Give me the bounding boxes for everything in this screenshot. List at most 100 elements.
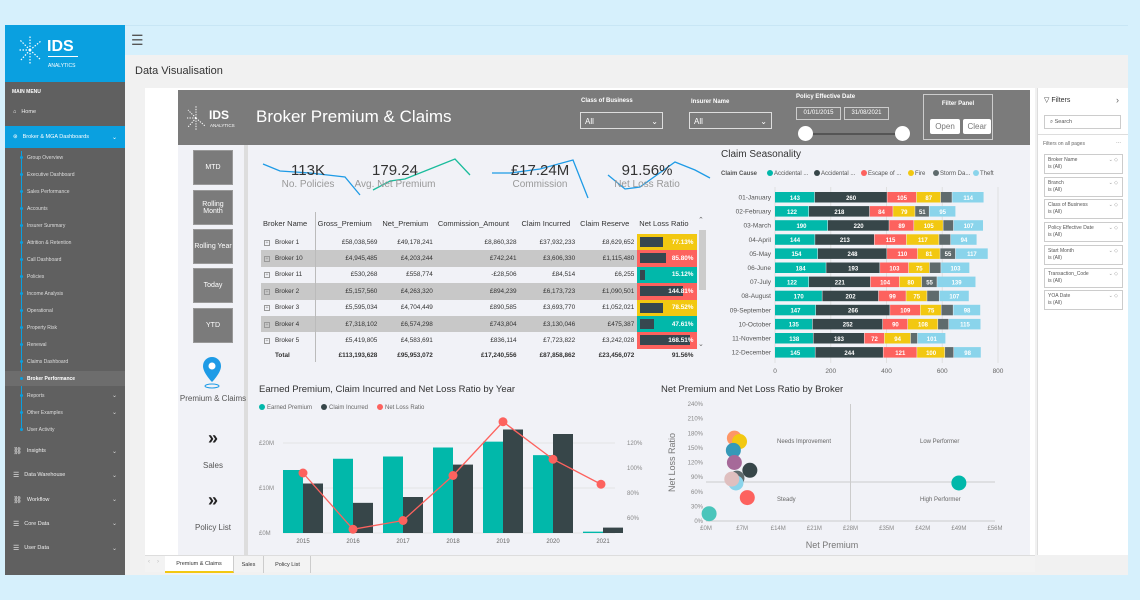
expand-icon[interactable]: + [264,272,270,279]
sidebar-item-broker-dashboards[interactable]: ⊛ Broker & MGA Dashboards ⌄ [5,126,125,148]
period-button-rolling-year[interactable]: Rolling Year [193,229,233,264]
sidebar-subitem[interactable]: Income Analysis [27,291,64,297]
filter-card[interactable]: YOA Date is (All) ⌄ ◇ [1044,290,1123,311]
tab-sales[interactable]: Sales [234,556,264,573]
table-scrollbar[interactable] [699,230,706,290]
sidebar-subitem[interactable]: Insurer Summary [27,223,66,229]
period-button-rolling-month[interactable]: Rolling Month [193,190,233,225]
scatter-point[interactable] [724,471,740,487]
date-slider-start-handle[interactable] [798,126,813,141]
sidebar-subitem[interactable]: Sales Performance [27,189,70,195]
nav-sales[interactable]: Sales [202,461,223,470]
chevron-down-icon[interactable]: ⌄ ◇ [1108,270,1118,277]
sidebar-item-user-data[interactable]: ☰ User Data ⌄ [13,545,117,553]
filter-value: is (All) [1048,254,1062,261]
column-header[interactable]: Claim Incurred [521,218,571,228]
sidebar-item-core-data[interactable]: ☰ Core Data ⌄ [13,520,117,528]
chevron-down-icon[interactable]: ⌄ ◇ [1108,293,1118,300]
scatter-point[interactable] [739,490,755,506]
hamburger-menu-icon[interactable]: ☰ [131,32,144,48]
sidebar-subitem[interactable]: Other Examples [27,410,63,416]
column-header[interactable]: Commission_Amount [437,218,510,228]
data-label: 244 [844,351,855,357]
insurer-name-dropdown[interactable]: All ⌄ [689,112,772,129]
filter-card[interactable]: Branch is (All) ⌄ ◇ [1044,176,1123,197]
nav-premium-claims[interactable]: Premium & Claims [179,394,247,403]
period-button-today[interactable]: Today [193,268,233,303]
column-header[interactable]: Net_Premium [382,218,429,228]
sidebar-subitem[interactable]: Renewal [27,342,47,348]
sidebar-subitem[interactable]: Group Overview [27,155,64,161]
sidebar-item-home[interactable]: ⌂ Home [13,109,36,115]
column-header[interactable]: Net Loss Ratio [639,218,689,228]
sidebar-subitem[interactable]: Call Dashboard [27,257,62,263]
expand-icon[interactable]: + [264,338,270,345]
scatter-point[interactable] [742,462,758,478]
sidebar-subitem[interactable]: Operational [27,308,53,314]
scroll-up-icon[interactable]: ⌃ [698,217,704,224]
scatter-point[interactable] [951,475,967,491]
expand-icon[interactable]: + [264,305,270,312]
column-header[interactable]: Gross_Premium [317,218,372,228]
sidebar-subitem[interactable]: Accounts [27,206,48,212]
class-of-business-dropdown[interactable]: All ⌄ [580,112,663,129]
tab-premium-claims[interactable]: Premium & Claims [165,556,234,573]
sidebar-subitem[interactable]: Reports [27,393,45,399]
sidebar-item-insights[interactable]: ⛓ Insights ⌄ [13,448,117,455]
chevron-down-icon[interactable]: ⌄ ◇ [1108,225,1118,232]
chevron-down-icon[interactable]: ⌄ ◇ [1108,247,1118,254]
period-button-ytd[interactable]: YTD [193,308,233,343]
open-filter-button[interactable]: Open [930,119,960,134]
expand-icon[interactable]: + [264,256,270,263]
period-button-mtd[interactable]: MTD [193,150,233,185]
bar-segment [775,234,815,245]
data-label: 122 [787,280,798,286]
filter-card[interactable]: Policy Effective Date is (All) ⌄ ◇ [1044,222,1123,243]
nav-policy-list[interactable]: Policy List [194,523,231,532]
filter-card[interactable]: Class of Business is (All) ⌄ ◇ [1044,199,1123,220]
sidebar-subitem[interactable]: User Activity [27,427,55,433]
chevron-down-icon[interactable]: ⌄ ◇ [1108,179,1118,186]
tab-next-icon[interactable]: › [157,559,159,565]
date-slider-end-handle[interactable] [895,126,910,141]
more-options-icon[interactable]: ... [1116,139,1122,145]
scatter-point[interactable] [701,506,717,522]
double-chevron-right-icon[interactable]: » [207,490,218,510]
clear-filter-button[interactable]: Clear [963,119,991,134]
date-slider-track[interactable] [805,133,901,135]
x-tick-label: £28M [843,526,858,532]
sidebar-subitem[interactable]: Policies [27,274,45,280]
double-chevron-right-icon[interactable]: » [207,428,218,448]
start-date-input[interactable]: 01/01/2015 [796,107,841,120]
sidebar-subitem[interactable]: Property Risk [27,325,58,331]
sidebar-item-workflow[interactable]: ⛓ Workflow ⌄ [13,496,117,504]
expand-icon[interactable]: + [264,239,270,246]
filter-card[interactable]: Transaction_Code is (All) ⌄ ◇ [1044,267,1123,288]
scroll-down-icon[interactable]: ⌄ [698,341,704,348]
total-cell: £95,953,072 [397,351,433,359]
filters-search-input[interactable]: ⌕ Search [1044,115,1121,129]
sidebar-subitem[interactable]: Attrition & Retention [27,240,72,246]
logo[interactable]: IDS ANALYTICS [5,25,125,82]
sidebar-subitem[interactable]: Broker Performance [27,376,76,382]
sidebar-subitem[interactable]: Executive Dashboard [27,172,75,178]
end-date-input[interactable]: 31/08/2021 [844,107,889,120]
y-tick-label: 01-January [738,195,771,202]
collapse-filters-icon[interactable]: › [1116,95,1119,105]
column-header[interactable]: Claim Reserve [580,218,630,228]
sidebar-subitem[interactable]: Claims Dashboard [27,359,69,365]
scatter-point[interactable] [726,455,742,470]
filter-card[interactable]: Start Month is (All) ⌄ ◇ [1044,244,1123,265]
expand-icon[interactable]: + [264,321,270,328]
chevron-down-icon[interactable]: ⌄ ◇ [1108,202,1118,209]
sidebar-item-data-warehouse[interactable]: ☰ Data Warehouse ⌄ [13,472,117,480]
filter-card[interactable]: Broker Name is (All) ⌄ ◇ [1044,154,1123,174]
tab-policy-list[interactable]: Policy List [265,556,311,573]
chevron-down-icon[interactable]: ⌄ ◇ [1108,157,1118,163]
expand-icon[interactable]: + [264,288,270,295]
scatter-point[interactable] [725,442,741,458]
bar-segment [813,333,864,344]
filter-value: is (All) [1048,232,1062,239]
tab-prev-icon[interactable]: ‹ [148,559,150,565]
column-header[interactable]: Broker Name [261,212,316,234]
